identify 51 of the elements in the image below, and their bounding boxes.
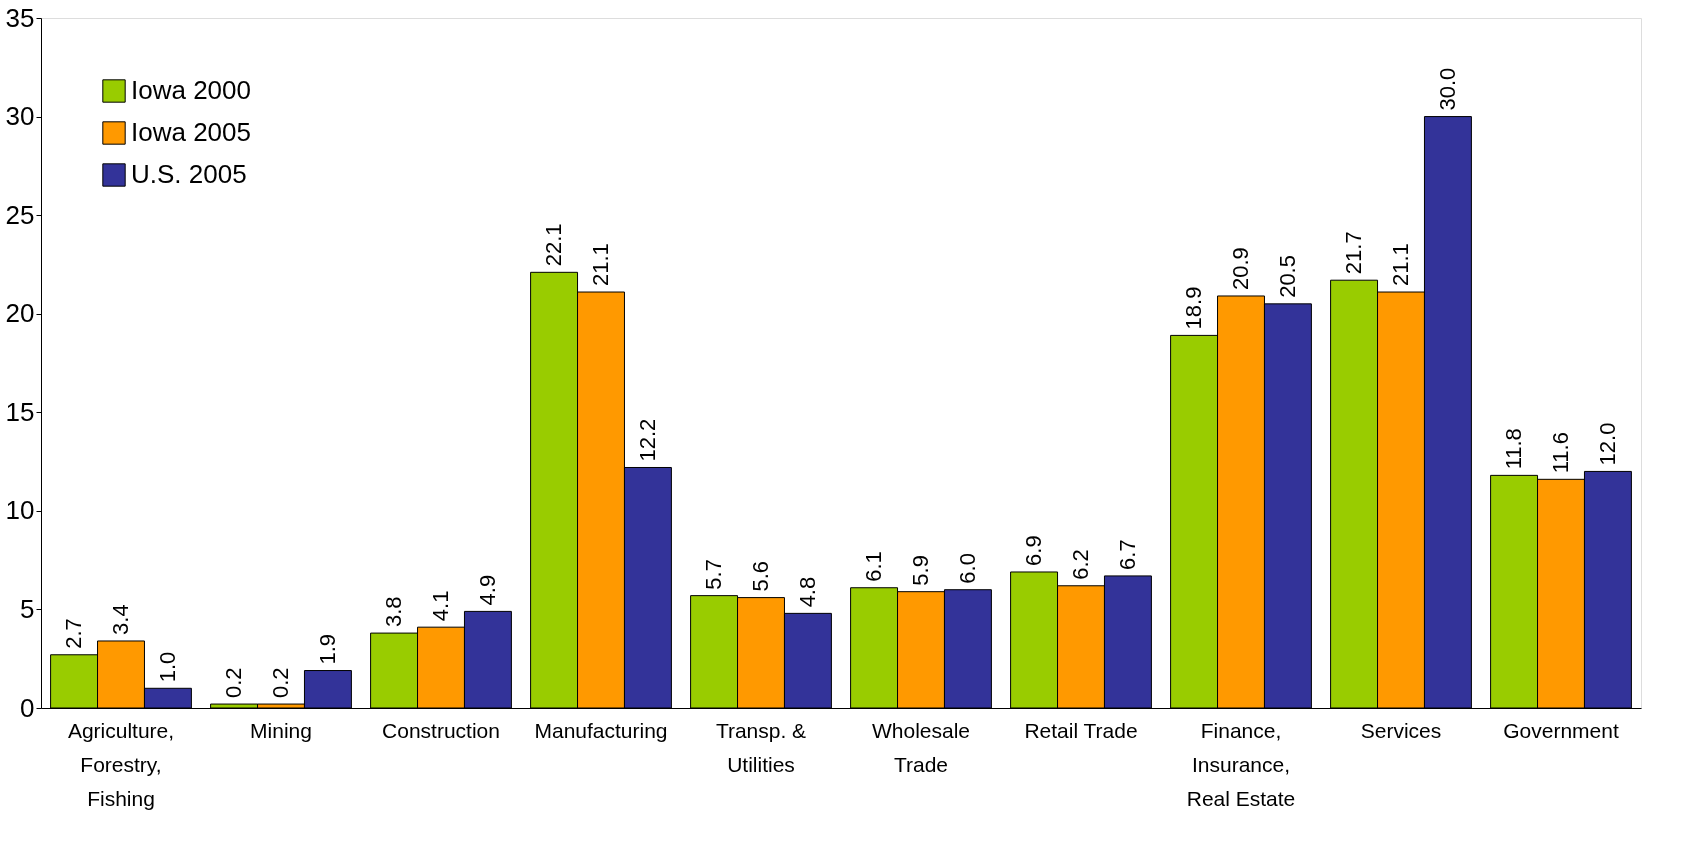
x-tick-label: Mining [250,718,312,742]
data-label: 12.0 [1594,422,1620,466]
data-label: 6.9 [1021,535,1047,566]
data-label: 12.2 [634,418,660,462]
data-label: 20.9 [1228,247,1253,290]
data-label: 4.9 [474,574,500,606]
data-label: 4.1 [428,590,453,622]
data-label: 5.9 [908,555,933,586]
data-label: 6.2 [1068,549,1093,580]
x-tick-label: Agriculture, Forestry, Fishing [67,718,175,810]
data-label: 30.0 [1434,67,1460,111]
y-tick-label: 5 [20,593,35,624]
data-label: 1.9 [314,633,340,665]
legend-label: Iowa 2005 [131,117,251,147]
data-label: 11.8 [1501,428,1527,470]
data-label: 22.1 [541,223,567,267]
x-tick-label: Transp. & Utilities [715,718,807,776]
x-tick-label: Wholesale Trade [871,718,971,776]
x-tick-label: Construction [382,718,500,742]
y-tick-label: 35 [5,2,35,33]
data-label: 21.1 [1388,243,1413,287]
data-label: 6.1 [861,551,887,582]
x-tick-label: Finance, Insurance, Real Estate [1186,718,1296,810]
data-label: 2.7 [61,618,87,649]
data-label: 3.4 [108,604,133,635]
data-label: 18.9 [1181,286,1207,330]
x-tick-label: Manufacturing [534,718,668,742]
data-label: 1.0 [154,651,180,683]
data-label: 21.7 [1341,231,1367,275]
data-label: 4.8 [794,576,820,608]
data-label: 21.1 [588,243,613,287]
y-tick-label: 0 [20,692,35,723]
y-tick-label: 30 [5,101,35,132]
legend-label: U.S. 2005 [131,159,247,189]
data-label: 5.7 [701,559,727,590]
data-label: 0.2 [221,667,247,699]
data-label: 5.6 [748,561,773,592]
x-tick-label: Retail Trade [1024,718,1138,742]
x-tick-label: Government [1503,718,1619,742]
data-label: 3.8 [381,596,407,628]
legend-label: Iowa 2000 [131,75,251,105]
y-tick-label: 15 [5,396,35,427]
data-label: 6.0 [954,553,980,584]
data-label: 6.7 [1114,539,1140,570]
data-label: 11.6 [1548,432,1573,474]
data-label: 0.2 [268,667,293,699]
y-tick-label: 25 [5,199,35,230]
y-tick-label: 20 [5,298,35,329]
y-tick-label: 10 [5,495,35,526]
x-tick-label: Services [1360,718,1442,742]
data-label: 20.5 [1274,255,1300,298]
